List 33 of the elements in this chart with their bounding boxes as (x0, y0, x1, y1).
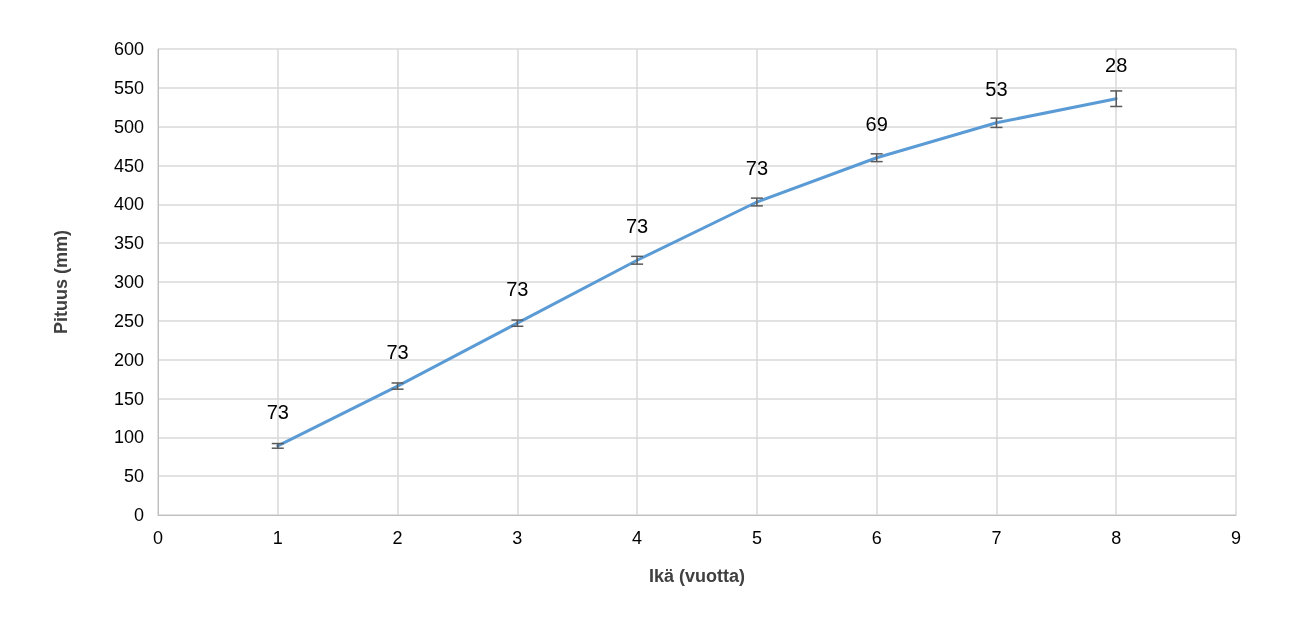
y-tick-label: 300 (113, 272, 144, 292)
annotation: 73 (745, 157, 769, 179)
x-tick-label: 6 (871, 528, 882, 548)
x-tick-label: 5 (751, 528, 762, 548)
y-tick-label: 450 (113, 155, 144, 176)
y-tick-label: 500 (113, 116, 144, 137)
x-tick-label: 7 (991, 528, 1002, 548)
x-tick-label: 0 (152, 528, 164, 548)
x-tick-label: 8 (1111, 528, 1122, 548)
y-tick-label: 100 (113, 427, 144, 448)
y-tick-label: 0 (133, 505, 144, 525)
annotation: 73 (266, 400, 289, 423)
y-tick-label: 550 (113, 77, 144, 98)
y-tick-label: 150 (113, 388, 144, 409)
y-tick-label: 600 (113, 39, 144, 59)
y-tick-label: 50 (123, 466, 144, 487)
annotation: 73 (386, 341, 409, 364)
x-tick-label: 1 (272, 528, 283, 548)
y-tick-label: 400 (113, 194, 144, 215)
annotation: 69 (865, 112, 888, 135)
y-axis-title: Pituus (mm) (51, 229, 71, 335)
annotation: 53 (985, 77, 1008, 100)
x-tick-label: 3 (512, 528, 523, 548)
annotation: 73 (625, 215, 649, 238)
y-tick-label: 250 (113, 310, 144, 331)
x-tick-label: 4 (632, 528, 643, 548)
annotation: 73 (506, 278, 529, 301)
x-axis-title: Ikä (vuotta) (648, 566, 746, 586)
x-tick-label: 9 (1230, 528, 1242, 548)
x-tick-label: 2 (392, 528, 403, 548)
y-tick-label: 200 (113, 349, 144, 370)
annotation: 28 (1105, 53, 1128, 76)
y-tick-label: 350 (113, 233, 144, 254)
